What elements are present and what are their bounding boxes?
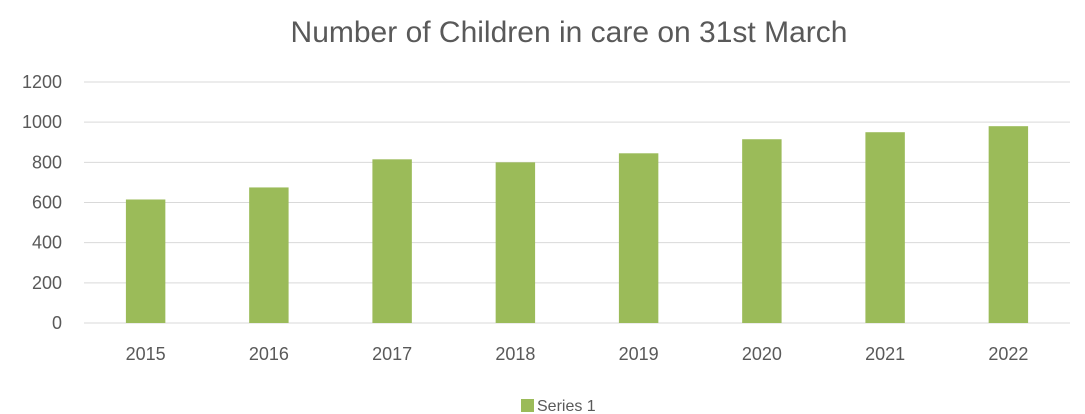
x-tick-label: 2019 (619, 344, 659, 364)
y-tick-label: 1000 (22, 112, 62, 132)
bar-2020 (742, 139, 782, 323)
y-tick-label: 400 (32, 233, 62, 253)
legend-swatch (521, 399, 534, 412)
x-tick-label: 2017 (372, 344, 412, 364)
x-tick-label: 2020 (742, 344, 782, 364)
y-tick-label: 600 (32, 193, 62, 213)
y-tick-label: 0 (52, 313, 62, 333)
gridlines (84, 81, 1070, 324)
bar-2019 (618, 153, 659, 323)
bar-2015 (125, 199, 166, 323)
x-axis: 2015 2016 2017 2018 2019 2020 2021 2022 (126, 344, 1029, 364)
x-tick-label: 2018 (495, 344, 535, 364)
x-tick-label: 2021 (865, 344, 905, 364)
y-tick-label: 800 (32, 152, 62, 172)
bars (125, 126, 1029, 323)
x-tick-label: 2022 (988, 344, 1028, 364)
bar-2017 (372, 159, 412, 323)
bar-2018 (495, 162, 536, 323)
legend: Series 1 (521, 398, 596, 414)
bar-2021 (865, 132, 905, 323)
bar-2022 (988, 126, 1029, 323)
bar-2016 (249, 187, 289, 323)
x-tick-label: 2016 (249, 344, 289, 364)
legend-label: Series 1 (537, 398, 596, 414)
x-tick-label: 2015 (126, 344, 166, 364)
chart-title: Number of Children in care on 31st March (291, 16, 848, 49)
y-axis: 0 200 400 600 800 1000 1200 (22, 72, 62, 333)
y-tick-label: 200 (32, 273, 62, 293)
y-tick-label: 1200 (22, 72, 62, 92)
